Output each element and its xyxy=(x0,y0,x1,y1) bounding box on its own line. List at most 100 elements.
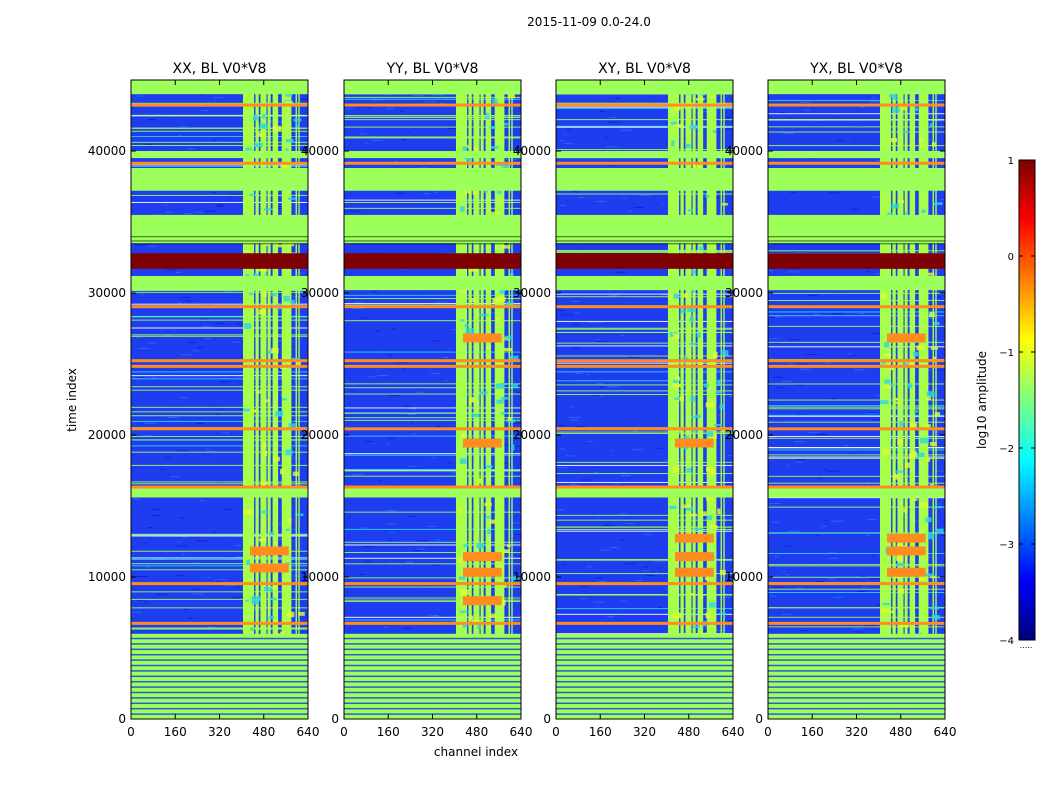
time-flag-line xyxy=(131,481,308,483)
channel-speckle xyxy=(719,404,725,410)
noise-speckle xyxy=(773,376,785,378)
time-flag-line xyxy=(131,102,308,104)
time-flag-band xyxy=(556,168,733,191)
channel-speckle xyxy=(889,383,895,387)
noise-speckle xyxy=(224,584,237,586)
channel-speckle xyxy=(258,538,267,542)
channel-speckle xyxy=(485,465,493,469)
channel-speckle xyxy=(903,508,908,513)
hot-patch xyxy=(462,596,477,606)
channel-speckle xyxy=(893,576,900,579)
channel-speckle xyxy=(511,444,515,451)
noise-speckle xyxy=(234,587,241,589)
time-flag-line xyxy=(768,435,945,437)
noise-speckle xyxy=(518,613,521,615)
low-time-stripe xyxy=(556,648,733,651)
time-flag-line xyxy=(556,573,733,575)
noise-speckle xyxy=(409,408,417,410)
time-flag-line xyxy=(131,378,308,380)
low-time-stripe xyxy=(344,691,521,694)
orange-time-line xyxy=(768,364,945,368)
channel-speckle xyxy=(688,209,693,212)
heatmap-panels: XX, BL V0*V8 0 160 320 480 640 0 10000 20000 3000… xyxy=(88,61,957,739)
orange-time-line xyxy=(131,621,308,625)
noise-speckle xyxy=(367,376,377,378)
hot-patch xyxy=(699,438,714,448)
channel-speckle xyxy=(253,142,263,148)
noise-speckle xyxy=(661,354,665,356)
orange-time-line xyxy=(768,161,945,165)
noise-speckle xyxy=(925,318,933,320)
time-flag-line xyxy=(131,565,308,567)
channel-speckle xyxy=(894,398,899,401)
channel-speckle xyxy=(699,594,704,599)
time-flag-line xyxy=(344,119,521,121)
noise-speckle xyxy=(176,545,188,547)
channel-speckle xyxy=(696,414,701,419)
hot-patch xyxy=(473,438,488,448)
noise-speckle xyxy=(402,369,406,371)
channel-speckle xyxy=(279,469,285,475)
noise-speckle xyxy=(931,369,944,371)
channel-speckle xyxy=(884,353,892,357)
channel-speckle xyxy=(251,600,259,605)
channel-flag-band xyxy=(697,80,704,719)
noise-speckle xyxy=(815,433,828,435)
noise-speckle xyxy=(353,302,364,304)
channel-speckle xyxy=(934,412,941,417)
channel-speckle xyxy=(680,308,685,314)
time-flag-line xyxy=(344,412,521,414)
low-time-stripe xyxy=(768,686,945,688)
orange-time-line xyxy=(768,485,945,489)
channel-flag-band xyxy=(260,80,267,719)
channel-speckle xyxy=(506,419,516,423)
noise-speckle xyxy=(140,434,152,436)
channel-speckle xyxy=(263,586,273,592)
heatmap-cells xyxy=(344,80,521,719)
time-flag-band xyxy=(344,486,521,498)
noise-speckle xyxy=(596,577,603,579)
channel-speckle xyxy=(882,602,890,606)
hot-patch xyxy=(249,546,264,556)
noise-speckle xyxy=(779,112,787,114)
noise-speckle xyxy=(661,294,673,296)
x-tick-label: 480 xyxy=(677,725,700,739)
noise-speckle xyxy=(435,425,442,427)
noise-speckle xyxy=(151,515,160,517)
channel-speckle xyxy=(285,93,293,97)
noise-speckle xyxy=(570,301,581,303)
x-tick-label: 480 xyxy=(465,725,488,739)
hot-patch xyxy=(260,563,275,573)
panel-title: XX, BL V0*V8 xyxy=(173,61,267,77)
band-edge-line xyxy=(556,240,733,242)
channel-speckle xyxy=(484,116,490,120)
time-flag-line xyxy=(556,320,733,322)
channel-speckle xyxy=(929,312,935,318)
noise-speckle xyxy=(443,380,448,382)
noise-speckle xyxy=(866,270,871,272)
noise-speckle xyxy=(200,94,206,96)
noise-speckle xyxy=(587,374,591,376)
orange-time-line xyxy=(344,427,521,431)
noise-speckle xyxy=(596,383,603,385)
channel-speckle xyxy=(901,106,907,111)
time-flag-line xyxy=(131,406,308,408)
channel-speckle xyxy=(925,394,932,400)
channel-speckle xyxy=(477,478,482,484)
channel-speckle xyxy=(935,528,944,533)
channel-speckle xyxy=(501,245,511,249)
noise-speckle xyxy=(633,449,643,451)
noise-speckle xyxy=(238,139,242,141)
noise-speckle xyxy=(942,111,945,113)
noise-speckle xyxy=(411,433,416,435)
noise-speckle xyxy=(607,386,619,388)
noise-speckle xyxy=(435,301,447,303)
channel-flag-band xyxy=(456,80,468,719)
low-time-stripe xyxy=(131,702,308,705)
channel-speckle xyxy=(472,189,478,195)
time-flag-line xyxy=(556,481,733,483)
time-flag-line xyxy=(344,469,521,471)
noise-speckle xyxy=(384,626,389,628)
time-flag-line xyxy=(344,304,521,306)
colorbar-tick-label: −1 xyxy=(999,348,1014,359)
